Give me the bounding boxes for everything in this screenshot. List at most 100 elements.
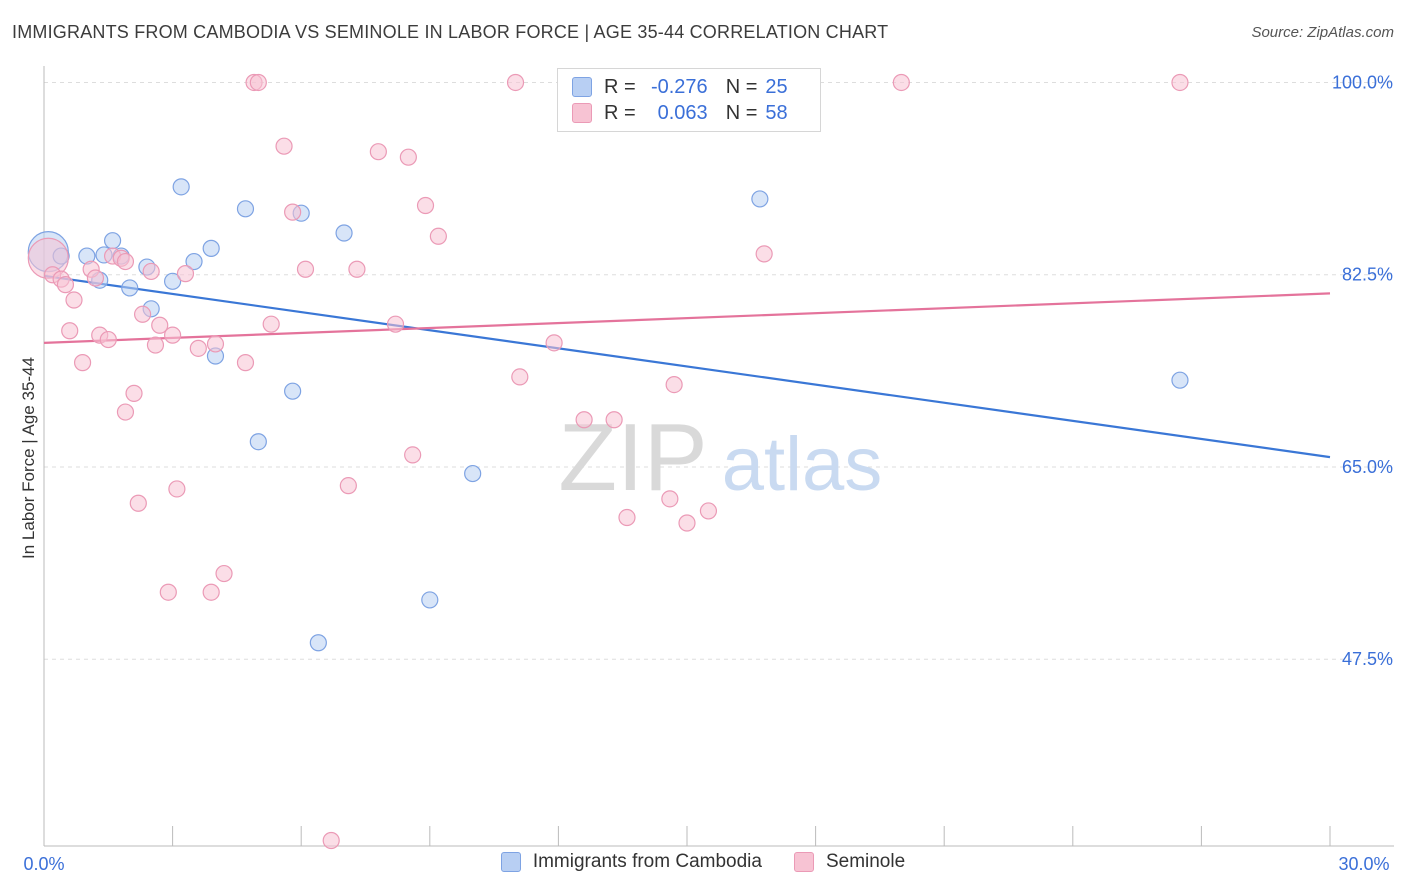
legend-n-value: 58 [765, 101, 788, 124]
legend-swatch-pink [793, 852, 814, 872]
scatter-point-cambodia [164, 272, 182, 290]
scatter-point-cambodia [464, 464, 482, 483]
scatter-point-cambodia [751, 190, 769, 208]
scatter-point-seminole [399, 148, 417, 166]
legend-row-cambodia: R = -0.276 N = 25 [572, 74, 788, 100]
scatter-point-seminole [348, 260, 366, 278]
axis-layer [43, 66, 1394, 847]
point-layer [27, 73, 1189, 850]
watermark-atlas: atlas [722, 422, 883, 507]
scatter-point-seminole [892, 73, 910, 92]
chart-title: IMMIGRANTS FROM CAMBODIA VS SEMINOLE IN … [12, 22, 889, 42]
scatter-point-seminole [618, 508, 636, 527]
scatter-point-seminole [699, 502, 718, 520]
scatter-point-seminole [86, 269, 105, 287]
legend-n-label: N = [725, 101, 758, 124]
scatter-point-seminole [116, 252, 135, 271]
scatter-point-seminole [511, 368, 529, 386]
y-axis-label: In Labor Force | Age 35-44 [19, 357, 38, 559]
scatter-point-seminole [369, 143, 387, 161]
scatter-point-seminole [202, 583, 220, 601]
legend-n-label: N = [725, 75, 758, 98]
scatter-point-cambodia [421, 591, 439, 609]
legend-item-cambodia: Immigrants from Cambodia [500, 851, 762, 873]
scatter-point-cambodia [249, 433, 267, 451]
trend-layer [43, 274, 1331, 459]
scatter-point-cambodia [202, 239, 220, 257]
x-tick-label: 30.0% [1338, 854, 1389, 874]
legend-r-value: -0.276 [650, 75, 708, 98]
legend-r-label: R = [604, 101, 636, 124]
trend-line-cambodia [43, 274, 1331, 459]
scatter-point-seminole [61, 322, 79, 340]
scatter-point-cambodia [172, 178, 190, 196]
legend-n-value: 25 [765, 75, 788, 98]
scatter-point-cambodia [335, 224, 353, 242]
legend-swatch-blue [500, 852, 521, 872]
chart-source: Source: ZipAtlas.com [1251, 24, 1394, 41]
scatter-point-seminole [133, 305, 152, 323]
scatter-point-seminole [189, 339, 207, 357]
scatter-point-cambodia [309, 634, 327, 652]
legend-swatch-blue [572, 77, 592, 97]
scatter-point-seminole [404, 446, 422, 464]
scatter-point-seminole [73, 354, 92, 372]
scatter-point-seminole [215, 564, 233, 583]
legend-label-seminole: Seminole [825, 851, 906, 872]
scatter-point-seminole [575, 411, 593, 429]
y-tick-label: 82.5% [1342, 265, 1393, 285]
scatter-point-cambodia [103, 232, 122, 250]
scatter-point-seminole [176, 265, 195, 283]
scatter-point-seminole [99, 330, 117, 349]
scatter-point-seminole [429, 227, 447, 245]
y-tick-label: 100.0% [1332, 72, 1393, 92]
legend-r-value: 0.063 [657, 101, 708, 124]
legend-top: R = -0.276 N = 25 R = 0.063 N = 58 [557, 68, 821, 132]
scatter-point-seminole [146, 336, 165, 354]
scatter-point-seminole [275, 137, 293, 155]
scatter-point-seminole [339, 477, 357, 495]
legend-row-seminole: R = 0.063 N = 58 [572, 100, 788, 126]
scatter-point-seminole [755, 245, 773, 263]
scatter-point-seminole [206, 335, 225, 353]
scatter-point-seminole [164, 326, 182, 344]
scatter-point-seminole [142, 262, 160, 281]
scatter-point-seminole [236, 354, 255, 372]
scatter-point-seminole [65, 291, 83, 309]
trend-line-seminole [43, 292, 1331, 344]
scatter-point-seminole [262, 315, 280, 333]
y-tick-label: 65.0% [1342, 457, 1393, 477]
scatter-point-seminole [665, 375, 683, 394]
scatter-point-seminole [416, 196, 435, 215]
scatter-point-seminole [159, 583, 177, 601]
scatter-point-seminole [661, 490, 679, 508]
scatter-point-cambodia [185, 252, 203, 271]
scatter-point-seminole [296, 260, 315, 278]
scatter-point-cambodia [236, 200, 255, 218]
scatter-point-seminole [249, 73, 267, 92]
legend-item-seminole: Seminole [793, 851, 906, 873]
scatter-point-cambodia [284, 382, 302, 400]
scatter-point-seminole [151, 316, 169, 334]
scatter-point-cambodia [121, 279, 139, 297]
tick-label-layer: 47.5% 65.0% 82.5% 100.0% 0.0% 30.0% [23, 72, 1393, 874]
scatter-point-seminole [116, 403, 135, 421]
scatter-point-seminole [545, 334, 563, 352]
legend-r-label: R = [604, 75, 636, 98]
scatter-point-seminole [506, 73, 525, 92]
scatter-point-seminole [605, 411, 623, 429]
legend-label-cambodia: Immigrants from Cambodia [532, 851, 762, 872]
scatter-point-cambodia [1171, 371, 1189, 389]
scatter-point-seminole [1171, 73, 1189, 92]
scatter-point-seminole [168, 480, 186, 498]
scatter-point-seminole [129, 494, 147, 512]
x-tick-label: 0.0% [23, 854, 64, 874]
scatter-point-seminole [56, 276, 75, 294]
legend-bottom: Immigrants from Cambodia Seminole [0, 851, 1406, 873]
scatter-point-seminole [678, 514, 696, 532]
scatter-point-seminole [125, 384, 143, 402]
scatter-point-seminole [322, 831, 340, 850]
legend-swatch-pink [572, 103, 592, 123]
